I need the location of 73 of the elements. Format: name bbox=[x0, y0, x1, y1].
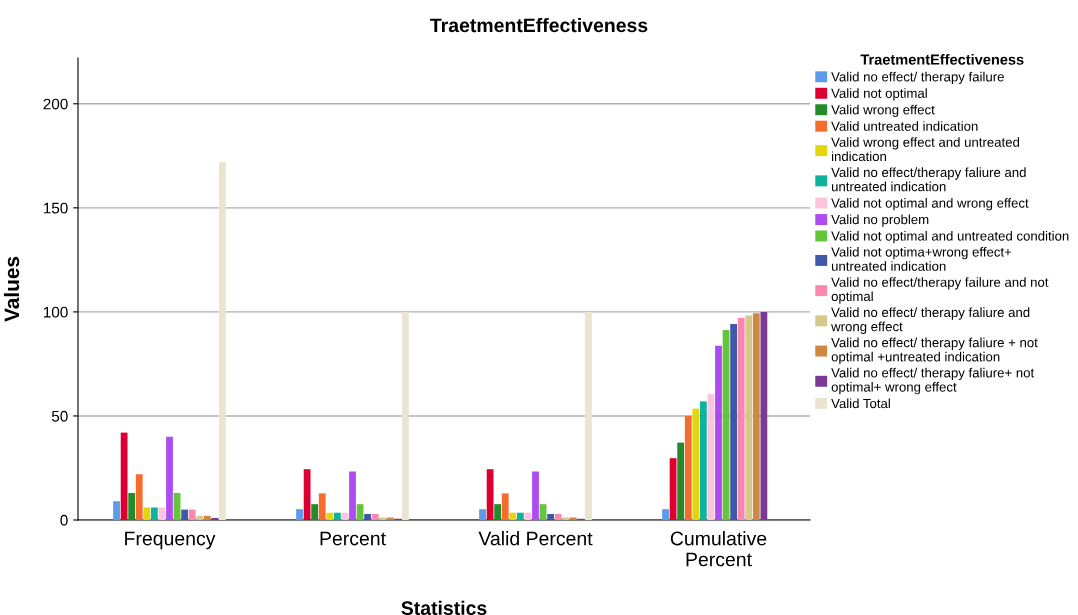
legend-label: Valid not optima+wrong effect+ untreated indication bbox=[831, 246, 1012, 271]
bar bbox=[486, 469, 494, 520]
bar bbox=[311, 504, 319, 520]
bar bbox=[402, 311, 409, 520]
legend-label: Valid wrong effect and untreated indication bbox=[831, 137, 1020, 162]
bar bbox=[166, 436, 173, 520]
bar bbox=[128, 492, 136, 520]
bar bbox=[752, 313, 760, 520]
y-tick-label: 100 bbox=[43, 306, 68, 318]
bar bbox=[501, 493, 509, 520]
legend-label: Valid wrong effect bbox=[831, 104, 935, 118]
bar bbox=[516, 512, 524, 520]
y-tick-label: 0 bbox=[60, 514, 68, 526]
x-tick-label: Cumulative Percent bbox=[670, 531, 767, 567]
bar bbox=[135, 474, 143, 520]
bar bbox=[745, 315, 753, 520]
bar bbox=[532, 471, 539, 520]
legend-label: Valid no effect/ therapy faliure and wrong effect bbox=[831, 307, 1030, 334]
bar bbox=[494, 504, 502, 520]
legend-label: Valid no problem bbox=[831, 214, 929, 227]
legend-label: Valid Total bbox=[831, 398, 890, 409]
bar bbox=[196, 515, 204, 520]
legend-label: Valid no effect/therapy faliure and untreated indication bbox=[831, 167, 1026, 192]
bar bbox=[760, 311, 768, 520]
x-tick-label: Valid Percent bbox=[478, 531, 593, 546]
chart-title: TraetmentEffectiveness bbox=[430, 17, 648, 33]
bar bbox=[303, 469, 311, 520]
bar bbox=[662, 509, 669, 520]
bar bbox=[669, 458, 677, 520]
bar bbox=[692, 408, 700, 520]
bar bbox=[479, 509, 486, 520]
y-tick-label: 50 bbox=[51, 410, 68, 422]
bar bbox=[211, 517, 219, 520]
bar bbox=[684, 415, 692, 520]
legend-label: Valid not optimal and wrong effect bbox=[831, 198, 1029, 211]
x-axis-title: Statistics bbox=[401, 600, 487, 615]
legend-label: Valid no effect/ therapy faliure + not optimal +untreated indication bbox=[831, 337, 1038, 365]
x-tick-label: Percent bbox=[320, 531, 386, 546]
bar bbox=[730, 323, 738, 520]
bar bbox=[333, 512, 341, 520]
legend-label: Valid no effect/ therapy faliure+ not optimal+ wrong effect bbox=[831, 367, 1035, 395]
x-tick-label: Frequency bbox=[125, 531, 216, 550]
bar bbox=[296, 509, 303, 520]
bar bbox=[318, 493, 326, 520]
bar bbox=[547, 513, 555, 520]
bar bbox=[120, 432, 128, 520]
legend-title: TraetmentEffectiveness bbox=[860, 54, 1024, 65]
legend-label: Valid no effect/ therapy failure bbox=[831, 71, 1004, 85]
y-tick-label: 150 bbox=[43, 202, 68, 214]
bar bbox=[181, 509, 189, 520]
bar bbox=[143, 507, 151, 520]
bar bbox=[150, 507, 158, 520]
bar bbox=[677, 442, 685, 520]
legend-label: Valid untreated indication bbox=[831, 121, 978, 131]
bar bbox=[737, 317, 745, 520]
y-tick-label: 200 bbox=[43, 98, 68, 110]
bar bbox=[699, 401, 707, 520]
bar bbox=[509, 512, 517, 520]
bar bbox=[188, 509, 196, 520]
legend-label: Valid not optimal bbox=[831, 88, 927, 101]
legend-label: Valid no effect/therapy failure and not optimal bbox=[831, 277, 1049, 304]
bar bbox=[585, 311, 592, 520]
bar bbox=[326, 512, 334, 520]
bar bbox=[219, 162, 226, 520]
bar bbox=[203, 515, 211, 520]
legend-label: Valid not optimal and untreated condition bbox=[831, 230, 1069, 244]
bar bbox=[554, 513, 562, 520]
y-axis-title: Values bbox=[3, 256, 20, 322]
bar bbox=[364, 513, 372, 520]
bar bbox=[715, 345, 722, 520]
bar bbox=[113, 501, 120, 520]
bar bbox=[371, 513, 379, 520]
bar bbox=[349, 471, 356, 520]
